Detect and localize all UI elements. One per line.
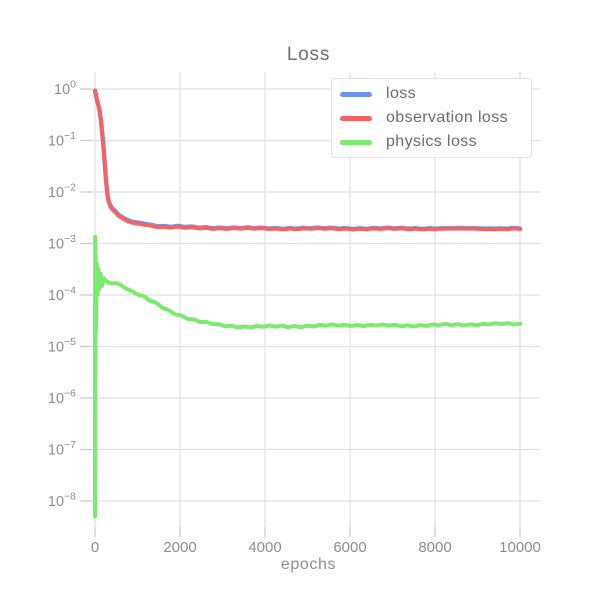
series-line-physics-loss: [93, 234, 522, 519]
x-tick-label: 2000: [163, 539, 196, 556]
chart-title: Loss: [286, 44, 331, 65]
x-tick-label: 6000: [333, 539, 366, 556]
legend-swatch-physics-loss: [340, 139, 372, 145]
legend-swatch-observation-loss: [340, 115, 372, 121]
y-tick-label: 10−4: [48, 285, 76, 305]
legend-swatch-loss: [340, 91, 372, 97]
legend-item-physics-loss: physics loss: [332, 130, 531, 154]
legend-item-loss: loss: [332, 82, 531, 106]
series-lines: [93, 88, 523, 519]
legend-item-observation-loss: observation loss: [332, 106, 531, 130]
y-tick-label: 10−2: [48, 182, 76, 202]
y-tick-label: 10−8: [48, 491, 76, 511]
legend: loss observation loss physics loss: [331, 78, 532, 158]
series-line-observation-loss: [93, 88, 522, 232]
y-tick-label: 10−6: [48, 388, 76, 408]
y-tick-label: 100: [54, 79, 76, 99]
y-tick-label: 10−3: [48, 233, 76, 253]
legend-label-observation-loss: observation loss: [386, 109, 509, 126]
x-tick-label: 4000: [248, 539, 281, 556]
legend-label-physics-loss: physics loss: [386, 133, 478, 150]
legend-label-loss: loss: [386, 85, 417, 102]
y-tick-label: 10−1: [48, 130, 76, 150]
y-tick-label: 10−7: [48, 439, 76, 459]
tick-marks: [80, 88, 521, 537]
y-tick-label: 10−5: [48, 336, 76, 356]
x-tick-label: 8000: [418, 539, 451, 556]
x-tick-label: 10000: [499, 539, 541, 556]
x-axis-label: epochs: [280, 556, 337, 573]
x-tick-label: 0: [91, 539, 99, 556]
